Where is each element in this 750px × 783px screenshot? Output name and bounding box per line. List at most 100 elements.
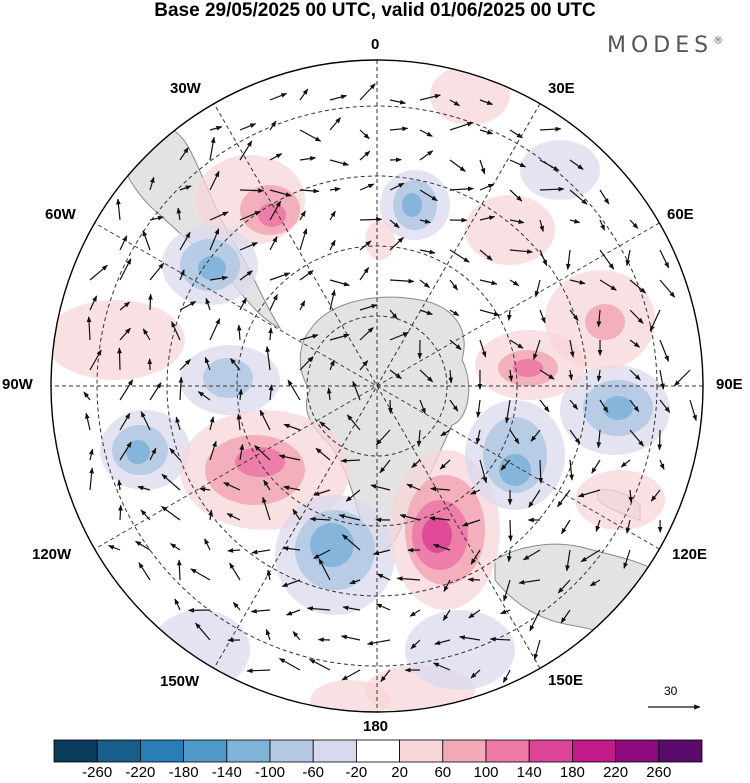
- lon-label-150e: 150E: [548, 672, 584, 689]
- wind-vector: [179, 269, 185, 281]
- wind-vector: [629, 339, 641, 348]
- wind-vector: [509, 129, 523, 139]
- wind-vector: [149, 382, 162, 401]
- wind-vector: [375, 429, 391, 446]
- wind-vector: [509, 339, 524, 349]
- wind-vector: [449, 99, 461, 107]
- wind-vector: [85, 412, 91, 431]
- wind-vector: [370, 484, 391, 491]
- wind-vector: [326, 387, 332, 401]
- wind-vector: [650, 489, 661, 502]
- wind-vector: [352, 380, 361, 401]
- wind-vector: [205, 297, 211, 311]
- wind-vector: [359, 267, 370, 281]
- colorbar-tick-label: 260: [646, 764, 672, 781]
- wind-vector: [673, 369, 691, 387]
- wind-vector: [440, 429, 451, 437]
- wind-vector: [509, 159, 527, 168]
- wind-vector: [557, 579, 571, 594]
- wind-vector: [179, 231, 191, 251]
- wind-vector: [479, 459, 488, 484]
- wind-vector: [659, 339, 670, 362]
- colorbar-tick-label: 220: [603, 764, 629, 781]
- wind-vector: [388, 399, 393, 415]
- wind-vector: [569, 399, 579, 410]
- wind-vector: [468, 609, 481, 619]
- lon-label-60w: 60W: [45, 206, 76, 223]
- wind-vector: [449, 339, 462, 351]
- wind-vector: [389, 182, 405, 191]
- wind-vector: [209, 170, 220, 191]
- wind-vector: [209, 275, 229, 281]
- wind-vector: [508, 519, 513, 542]
- wind-vector: [341, 669, 361, 681]
- anomaly-blob: [585, 304, 625, 340]
- wind-vector: [329, 159, 350, 166]
- wind-vector: [329, 210, 336, 221]
- wind-vector: [389, 126, 409, 132]
- wind-vector: [500, 459, 511, 471]
- wind-vector: [239, 443, 245, 461]
- wind-vector: [299, 356, 314, 371]
- wind-vector: [119, 441, 132, 461]
- wind-vector: [319, 421, 331, 431]
- wind-vector: [489, 636, 511, 642]
- wind-vector: [329, 239, 336, 251]
- wind-vector: [689, 399, 697, 422]
- wind-vector: [209, 440, 217, 461]
- wind-vectors: [83, 83, 697, 684]
- wind-vector: [269, 153, 283, 161]
- wind-vector: [507, 309, 512, 321]
- wind-vector: [595, 519, 601, 533]
- lon-label-90w: 90W: [2, 376, 33, 393]
- wind-vector: [580, 549, 601, 563]
- wind-vector: [250, 608, 271, 614]
- wind-vector: [419, 189, 438, 202]
- wind-vector: [161, 505, 181, 521]
- wind-vector: [470, 549, 481, 565]
- wind-vector: [268, 384, 274, 401]
- colorbar-tick-label: 20: [391, 764, 408, 781]
- wind-vector: [442, 609, 451, 622]
- wind-vector: [625, 249, 631, 267]
- wind-vector: [479, 279, 498, 286]
- wind-vector: [309, 516, 331, 522]
- colorbar-tick-label: -140: [211, 764, 242, 781]
- wind-vector: [439, 459, 451, 470]
- wind-vector: [419, 150, 434, 161]
- wind-vector: [161, 473, 181, 491]
- colorbar-tick-label: -220: [125, 764, 156, 781]
- colorbar-swatch: [96, 739, 141, 763]
- wind-vector: [389, 331, 410, 341]
- wind-vector: [142, 328, 151, 341]
- colorbar-swatch: [139, 739, 184, 763]
- wind-vector: [500, 609, 511, 615]
- wind-vector: [523, 549, 541, 561]
- anomaly-blob: [258, 203, 286, 227]
- wind-vector: [269, 120, 277, 131]
- wind-vector: [292, 508, 301, 521]
- lon-label-120w: 120W: [32, 546, 72, 563]
- wind-vector: [366, 639, 391, 646]
- wind-vector: [239, 188, 265, 194]
- wind-vector: [83, 391, 91, 401]
- wind-vector: [620, 459, 631, 468]
- wind-vector: [140, 509, 151, 521]
- wind-vector: [657, 429, 663, 451]
- wind-vector: [359, 360, 369, 371]
- anomaly-blob: [126, 440, 150, 464]
- wind-vector: [565, 249, 571, 270]
- wind-vector: [539, 309, 546, 324]
- wind-vector: [504, 399, 511, 424]
- anomaly-blob: [51, 300, 185, 380]
- wind-vector: [204, 356, 211, 371]
- colorbar-swatch: [442, 739, 487, 763]
- wind-vector: [475, 429, 481, 445]
- wind-vector: [479, 339, 487, 358]
- colorbar-swatch: [226, 739, 271, 763]
- wind-vector: [396, 576, 421, 582]
- wind-vector: [239, 297, 247, 311]
- wind-vector: [265, 628, 271, 641]
- colorbar-swatch: [312, 739, 357, 763]
- wind-vector: [534, 279, 541, 298]
